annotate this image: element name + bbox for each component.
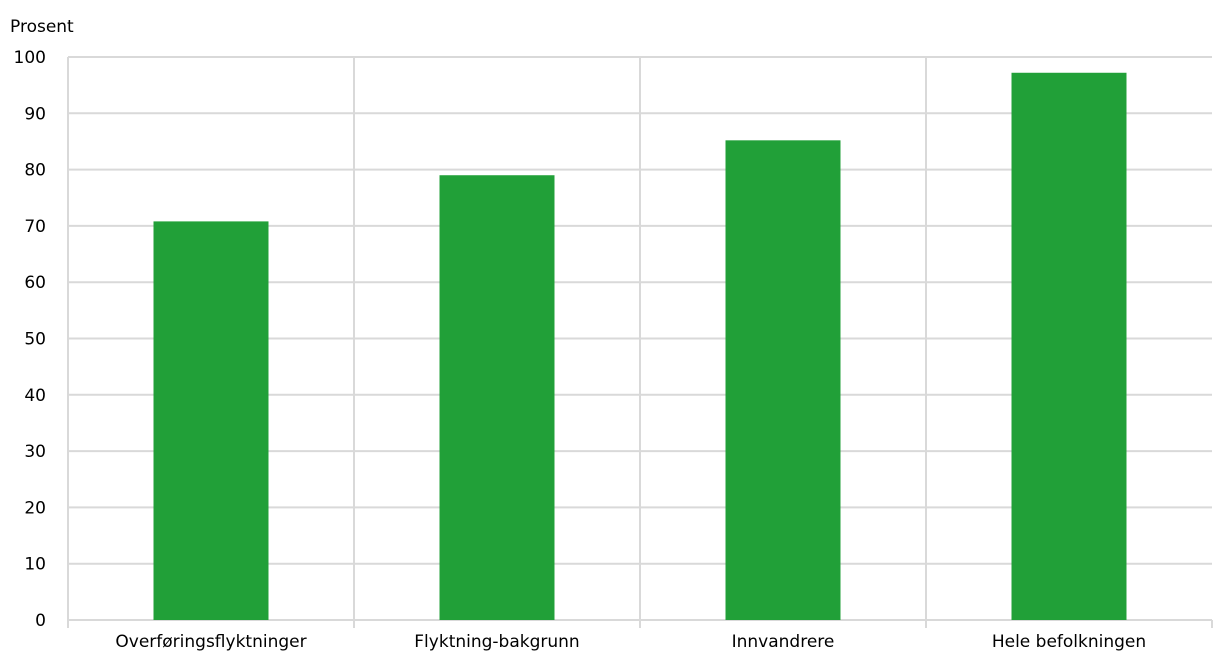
x-axis-categories: Overføringsflyktninger Flyktning-bakgrunn… bbox=[115, 632, 1146, 652]
y-tick-label-80: 80 bbox=[24, 161, 46, 181]
x-category-label-3: Innvandrere bbox=[732, 632, 835, 652]
y-tick-label-50: 50 bbox=[24, 330, 46, 350]
x-category-label-2: Flyktning-bakgrunn bbox=[414, 632, 579, 652]
bar-4 bbox=[1011, 72, 1127, 621]
y-tick-label-70: 70 bbox=[24, 217, 46, 237]
y-tick-label-40: 40 bbox=[24, 386, 46, 406]
x-category-label-1: Overføringsflyktninger bbox=[115, 632, 306, 652]
y-tick-label-10: 10 bbox=[24, 555, 46, 575]
bar-2 bbox=[439, 175, 555, 621]
y-tick-label-30: 30 bbox=[24, 442, 46, 462]
bars bbox=[153, 72, 1127, 621]
y-tick-label-60: 60 bbox=[24, 273, 46, 293]
y-axis-title: Prosent bbox=[10, 17, 74, 37]
y-tick-label-0: 0 bbox=[35, 611, 46, 631]
x-category-label-4: Hele befolkningen bbox=[992, 632, 1146, 652]
y-tick-label-20: 20 bbox=[24, 498, 46, 518]
bar-1 bbox=[153, 221, 269, 620]
y-tick-label-100: 100 bbox=[14, 48, 46, 68]
bar-3 bbox=[725, 140, 841, 620]
y-tick-label-90: 90 bbox=[24, 104, 46, 124]
y-axis-ticks: 0 10 20 30 40 50 60 70 80 90 100 bbox=[14, 48, 46, 631]
